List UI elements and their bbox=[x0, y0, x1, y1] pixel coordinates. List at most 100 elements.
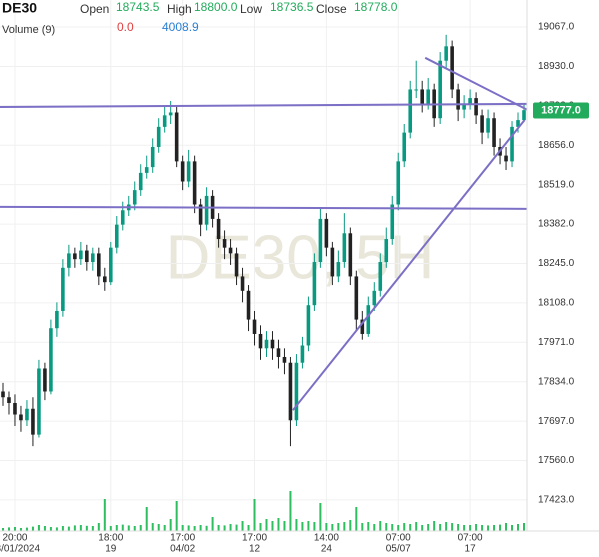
volume-bar bbox=[193, 526, 196, 531]
volume-bar bbox=[61, 526, 64, 531]
volume-bar bbox=[415, 522, 418, 531]
volume-bar bbox=[115, 525, 118, 531]
volume-bar bbox=[367, 522, 370, 531]
volume-bar bbox=[127, 525, 130, 531]
volume-label: Volume (9) bbox=[2, 24, 55, 36]
volume-bar bbox=[277, 518, 280, 531]
volume-bar bbox=[439, 524, 442, 531]
candle-body bbox=[378, 262, 383, 291]
candle-body bbox=[390, 204, 395, 240]
candle-body bbox=[61, 267, 65, 311]
candle-body bbox=[174, 112, 179, 162]
candle-body bbox=[228, 247, 233, 254]
x-tick-label: 07:00 bbox=[458, 533, 483, 544]
candle-body bbox=[438, 60, 442, 119]
candle-body bbox=[144, 167, 149, 173]
volume-bar bbox=[397, 525, 400, 531]
header-value: 18778.0 bbox=[354, 0, 398, 14]
volume-bar bbox=[97, 523, 100, 531]
candle-body bbox=[264, 339, 269, 349]
candle-body bbox=[246, 290, 251, 320]
candle-body bbox=[504, 155, 508, 162]
volume-bar bbox=[43, 526, 46, 531]
candle-body bbox=[216, 218, 221, 240]
candle-body bbox=[480, 115, 484, 133]
candle-body bbox=[516, 120, 520, 127]
volume-bar bbox=[271, 521, 274, 531]
header-label: Low bbox=[240, 2, 262, 16]
candle-body bbox=[384, 239, 389, 263]
last-price-label: 18777.0 bbox=[541, 104, 581, 116]
volume-bar bbox=[133, 526, 136, 531]
header-value: 18800.0 bbox=[194, 0, 238, 14]
x-date-label: 12 bbox=[249, 544, 261, 555]
x-tick-label: 18:00 bbox=[98, 533, 123, 544]
volume-bar bbox=[55, 527, 58, 531]
volume-bar bbox=[1, 528, 4, 531]
candle-body bbox=[120, 210, 125, 225]
volume-bar bbox=[199, 525, 202, 531]
candle-body bbox=[204, 195, 209, 225]
volume-bar bbox=[475, 524, 478, 531]
candle-body bbox=[258, 333, 263, 349]
volume-bar bbox=[463, 525, 466, 531]
volume-bar bbox=[169, 519, 172, 531]
trend-line bbox=[0, 102, 528, 109]
volume-bar bbox=[79, 525, 82, 531]
candle-body bbox=[456, 89, 460, 110]
volume-bar bbox=[19, 528, 22, 531]
candle-body bbox=[31, 408, 35, 435]
x-date-label: 24 bbox=[321, 544, 333, 555]
candle-body bbox=[348, 233, 353, 277]
trend-line bbox=[424, 56, 528, 111]
y-tick-label: 18245.0 bbox=[538, 258, 575, 269]
volume-bar bbox=[391, 524, 394, 531]
volume-bar bbox=[403, 523, 406, 531]
y-tick-label: 18382.0 bbox=[538, 219, 575, 230]
volume-bar bbox=[145, 507, 148, 531]
volume-bar bbox=[13, 527, 16, 531]
header-label: Open bbox=[80, 2, 109, 16]
volume-bar bbox=[307, 521, 310, 531]
volume-bar bbox=[457, 524, 460, 531]
volume-bar bbox=[175, 501, 178, 531]
candle-body bbox=[240, 276, 245, 291]
volume-bar bbox=[217, 525, 220, 531]
candle-body bbox=[294, 362, 299, 421]
candle-body bbox=[282, 356, 287, 363]
last-price-box bbox=[533, 102, 589, 119]
volume-bar bbox=[223, 525, 226, 531]
volume-bar bbox=[337, 523, 340, 531]
y-tick-label: 17834.0 bbox=[538, 376, 575, 387]
volume-bar bbox=[157, 524, 160, 531]
candle-body bbox=[414, 89, 419, 91]
volume-bar bbox=[265, 519, 268, 531]
y-tick-label: 17423.0 bbox=[538, 495, 575, 506]
candle-body bbox=[444, 46, 448, 61]
x-date-label: 03/01/2024 bbox=[0, 544, 40, 555]
volume-bar bbox=[361, 523, 364, 531]
header-value: 18743.5 bbox=[116, 0, 160, 14]
candle-body bbox=[1, 391, 5, 398]
volume-bar bbox=[385, 523, 388, 531]
candle-body bbox=[7, 397, 11, 403]
candle-body bbox=[162, 115, 167, 127]
volume-bar bbox=[481, 525, 484, 531]
volume-bar bbox=[25, 527, 28, 531]
candle-body bbox=[150, 146, 155, 168]
candle-body bbox=[37, 368, 41, 435]
watermark: DE30, 5H bbox=[166, 223, 435, 292]
volume-bar bbox=[355, 507, 358, 531]
header-value: 18736.5 bbox=[270, 0, 314, 14]
candle-body bbox=[114, 224, 119, 248]
candle-body bbox=[492, 118, 496, 147]
candle-body bbox=[468, 98, 472, 104]
volume-bar bbox=[241, 521, 244, 531]
volume-bar bbox=[49, 527, 52, 531]
y-tick-label: 19067.0 bbox=[538, 22, 575, 33]
volume-bar bbox=[301, 522, 304, 531]
candle-body bbox=[306, 305, 311, 346]
candle-body bbox=[79, 250, 83, 260]
volume-bar bbox=[289, 491, 292, 531]
candle-body bbox=[108, 247, 113, 283]
